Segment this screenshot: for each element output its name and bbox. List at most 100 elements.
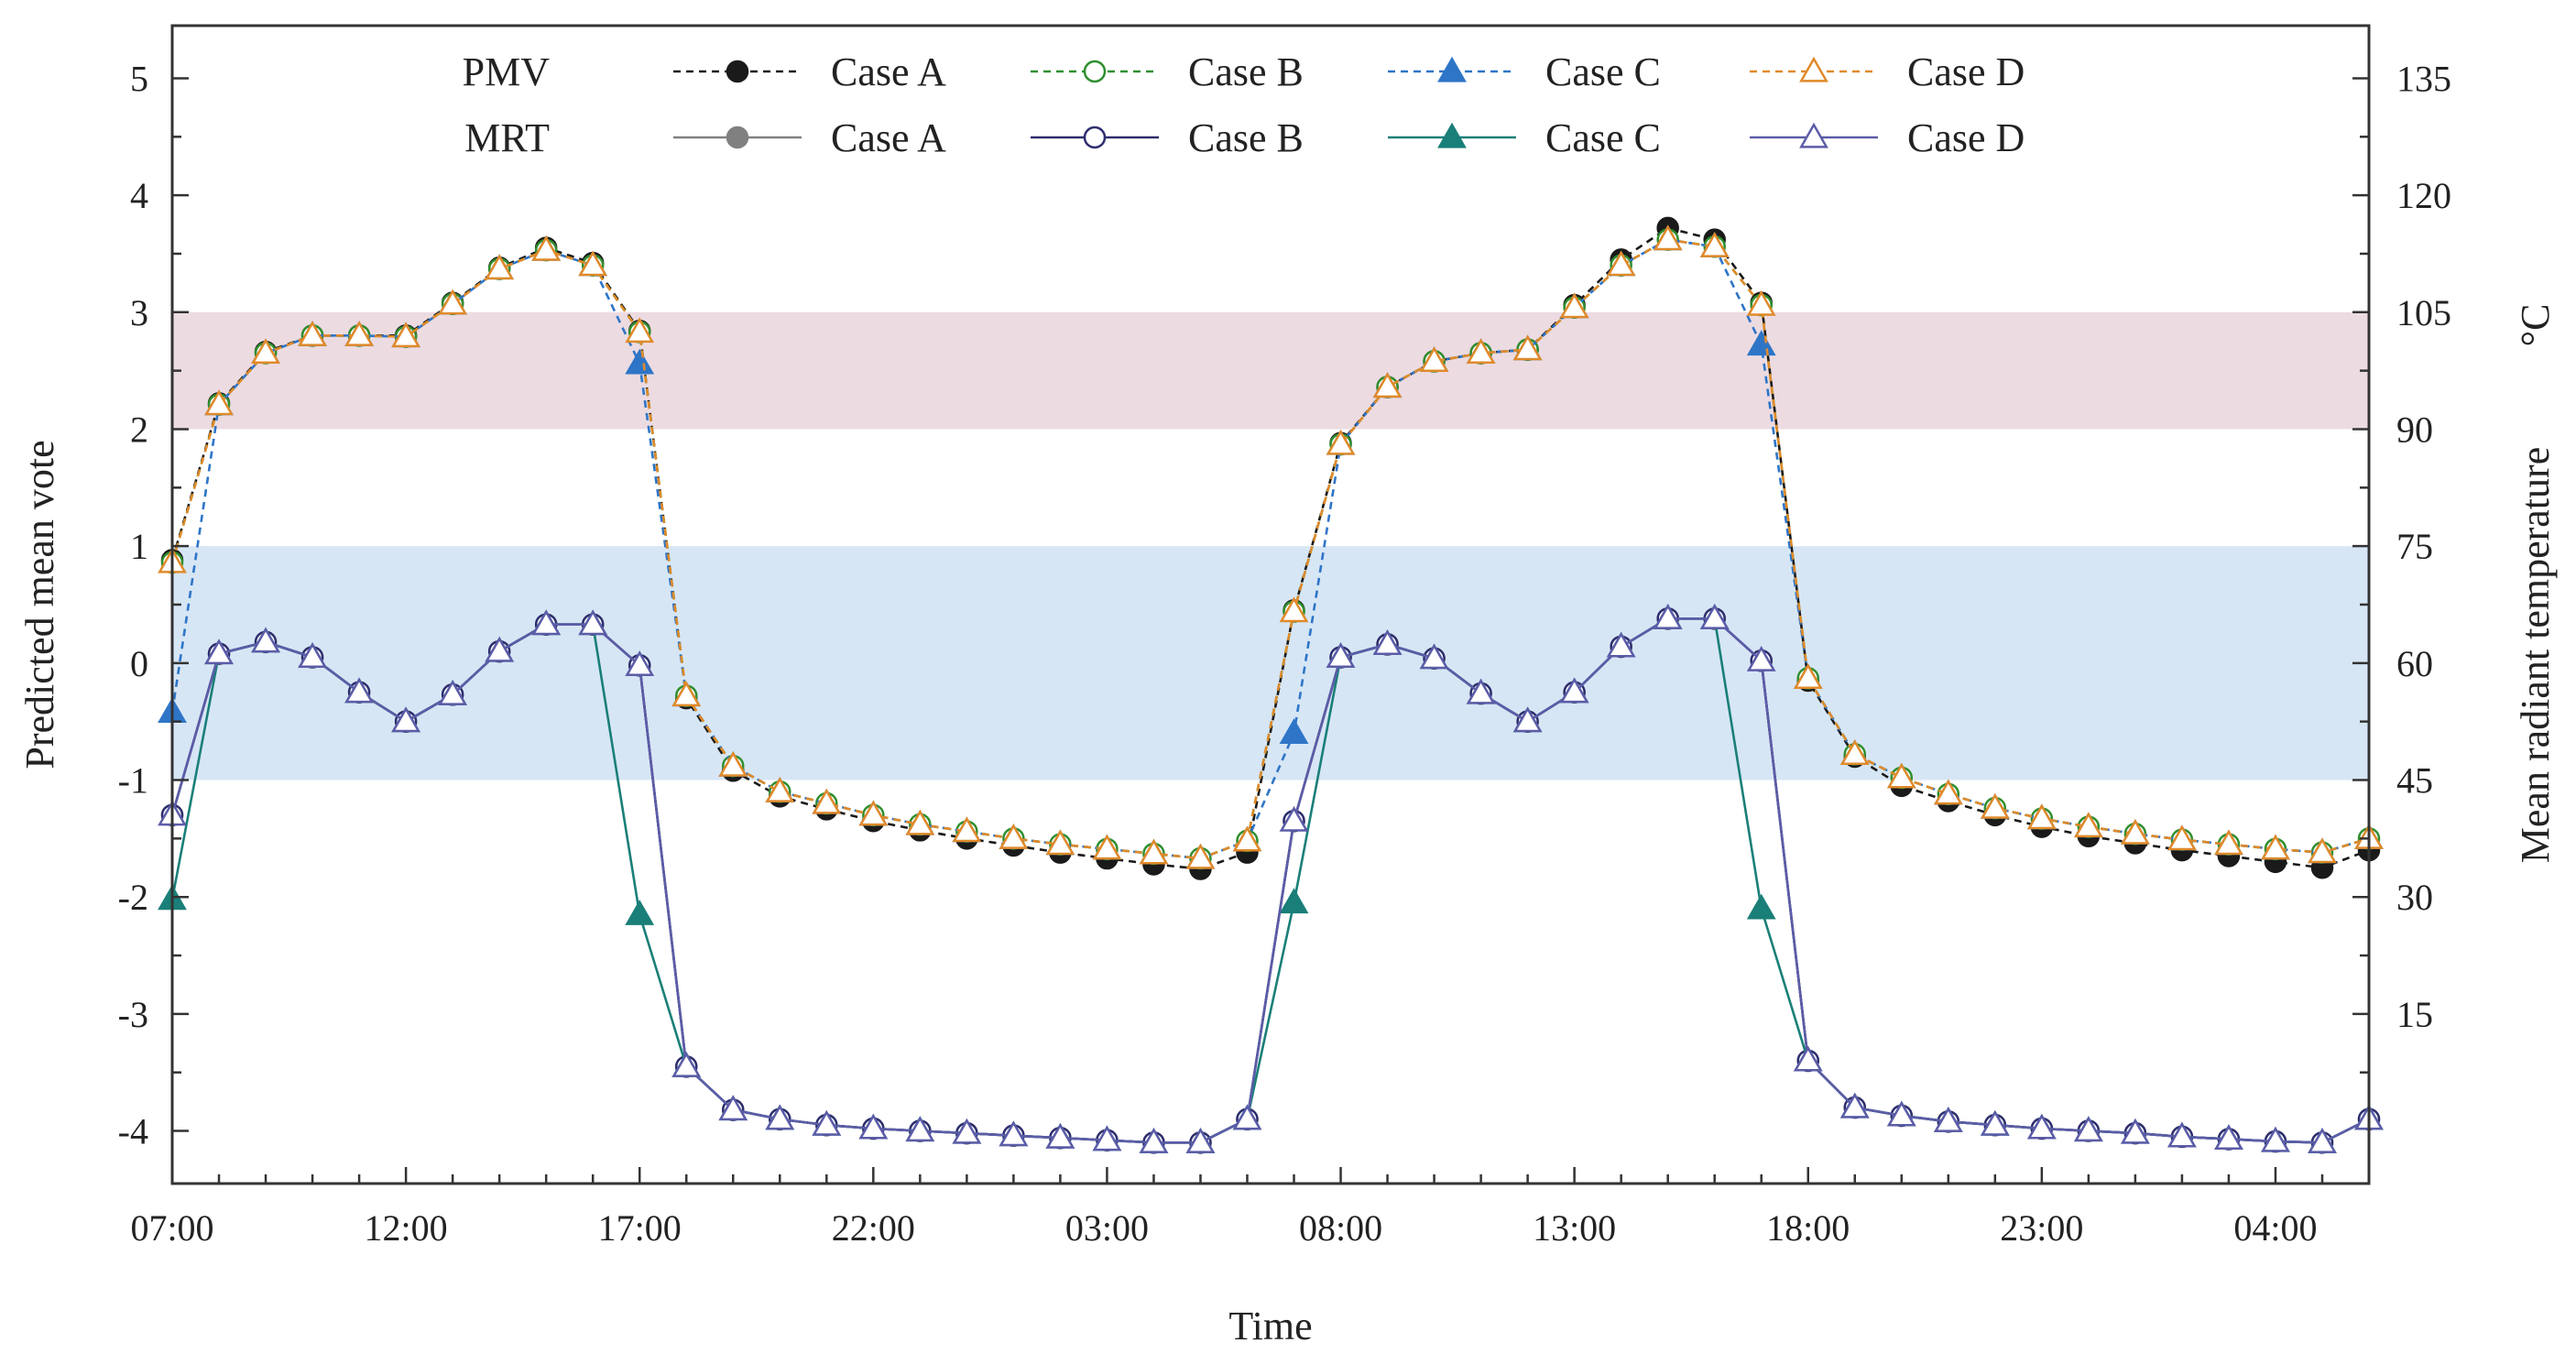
data-point-mrt_D <box>2026 1113 2057 1140</box>
data-point-mrt_D <box>1279 805 1309 832</box>
data-point-pmv_D <box>1512 334 1543 361</box>
y-right-tick-label: 15 <box>2396 994 2433 1035</box>
data-point-pmv_D <box>1466 338 1496 365</box>
data-point-mrt_D <box>2214 1124 2243 1151</box>
data-point-pmv_D <box>1559 292 1589 319</box>
legend-marker-mrt_C <box>1437 122 1467 148</box>
x-tick-label: 08:00 <box>1299 1207 1382 1249</box>
data-point-pmv_D <box>1326 429 1356 455</box>
data-point-mrt_D <box>1185 1128 1216 1153</box>
series-pmv_D <box>158 224 2384 869</box>
data-point-mrt_D <box>344 677 374 704</box>
legend-row-label: MRT <box>464 115 550 160</box>
y-left-tick-label: 0 <box>130 643 148 684</box>
legend-entry-label: Case A <box>831 49 946 94</box>
data-point-mrt_D <box>1653 604 1683 629</box>
data-point-mrt_D <box>1326 642 1356 669</box>
series-layer <box>158 216 2384 1154</box>
data-point-pmv_D <box>858 800 889 826</box>
data-point-mrt_D <box>1839 1092 1870 1118</box>
data-point-mrt_D <box>1933 1107 1963 1132</box>
data-point-mrt_D <box>812 1109 842 1136</box>
data-point-pmv_D <box>578 250 608 277</box>
y-axis-left-title: Predicted mean vote <box>17 440 62 769</box>
legend-entry-label: Case D <box>1907 115 2025 160</box>
data-point-pmv_D <box>251 338 280 365</box>
data-point-mrt_D <box>1372 629 1403 655</box>
data-point-pmv_D <box>1933 779 1963 805</box>
y-left-tick-label: 2 <box>130 409 148 450</box>
data-point-pmv_D <box>1279 596 1309 623</box>
x-tick-label: 04:00 <box>2233 1207 2317 1249</box>
legend-row-label: PMV <box>463 49 551 94</box>
data-point-pmv_D <box>2026 803 2057 830</box>
legend-entry-label: Case C <box>1545 49 1661 94</box>
data-point-pmv_D <box>2120 818 2150 845</box>
data-point-mrt_D <box>204 638 234 665</box>
data-point-pmv_D <box>531 235 562 261</box>
data-point-pmv_D <box>1793 663 1823 689</box>
data-point-pmv_D <box>438 289 468 315</box>
data-point-pmv_D <box>625 317 655 344</box>
data-point-mrt_D <box>905 1116 935 1142</box>
data-point-mrt_D <box>1419 643 1449 670</box>
legend-entry-label: Case B <box>1188 115 1304 160</box>
data-point-pmv_D <box>1045 829 1075 856</box>
data-point-pmv_D <box>1419 346 1449 372</box>
data-point-pmv_D <box>1092 834 1122 860</box>
data-point-mrt_D <box>1886 1100 1916 1127</box>
data-point-pmv_D <box>1232 825 1262 852</box>
data-point-mrt_D <box>1466 678 1496 704</box>
data-point-mrt_D <box>765 1104 795 1130</box>
x-tick-label: 23:00 <box>2000 1207 2083 1249</box>
data-point-mrt_C <box>1746 893 1776 920</box>
y-right-tick-label: 60 <box>2396 643 2433 684</box>
data-point-mrt_D <box>1746 646 1776 671</box>
data-point-mrt_D <box>2120 1118 2150 1144</box>
data-point-mrt_D <box>2261 1126 2290 1152</box>
data-point-pmv_D <box>298 321 327 346</box>
x-tick-label: 12:00 <box>365 1207 448 1249</box>
data-point-mrt_D <box>578 609 608 636</box>
data-point-pmv_D <box>1185 843 1216 869</box>
data-point-pmv_D <box>1699 232 1730 257</box>
legend-marker-mrt_A <box>726 125 749 149</box>
legend: PMV Case A Case B Case C Case D MRT Case A Case… <box>463 49 2025 160</box>
data-point-pmv_D <box>2308 837 2337 864</box>
data-point-mrt_D <box>438 680 468 705</box>
data-point-mrt_D <box>625 650 655 676</box>
data-point-pmv_D <box>671 681 702 707</box>
data-point-mrt_D <box>1139 1128 1169 1153</box>
data-point-pmv_D <box>1886 762 1916 789</box>
tick-marks <box>170 77 2371 1184</box>
hot-band <box>172 311 2369 430</box>
data-point-pmv_D <box>999 824 1029 849</box>
data-point-mrt_D <box>1699 604 1730 629</box>
background-bands <box>172 311 2369 780</box>
legend-entry-label: Case A <box>831 115 946 160</box>
data-point-mrt_D <box>485 636 515 662</box>
data-point-pmv_D <box>2214 829 2243 856</box>
y-right-tick-label: 90 <box>2396 409 2433 450</box>
data-point-mrt_D <box>1606 631 1636 658</box>
data-point-mrt_D <box>391 706 421 733</box>
y-axis-right-title: Mean radiant temperature <box>2513 447 2558 863</box>
y-right-tick-label: 30 <box>2396 877 2433 918</box>
tick-labels: 5 4 3 2 1 0 -1 -2 -3 -4 15 30 45 60 75 90 105 120 135 07:00… <box>118 58 2451 1249</box>
legend-marker-mrt_D <box>1799 122 1828 148</box>
legend-entry-label: Case D <box>1907 49 2025 94</box>
data-point-pmv_D <box>1372 372 1403 398</box>
y-right-tick-label: 120 <box>2396 175 2451 216</box>
comfort-band <box>172 546 2369 780</box>
y-left-tick-label: 1 <box>130 526 148 567</box>
data-point-mrt_D <box>2308 1128 2337 1153</box>
data-point-pmv_C <box>1279 718 1309 745</box>
legend-marker-pmv_B <box>1083 60 1107 83</box>
data-point-mrt_D <box>251 627 280 653</box>
data-point-pmv_D <box>2261 834 2290 860</box>
data-point-mrt_D <box>952 1118 982 1144</box>
y-left-tick-label: 5 <box>130 58 148 99</box>
data-point-pmv_D <box>344 321 374 346</box>
data-point-mrt_D <box>999 1120 1029 1147</box>
x-tick-label: 03:00 <box>1065 1207 1149 1249</box>
